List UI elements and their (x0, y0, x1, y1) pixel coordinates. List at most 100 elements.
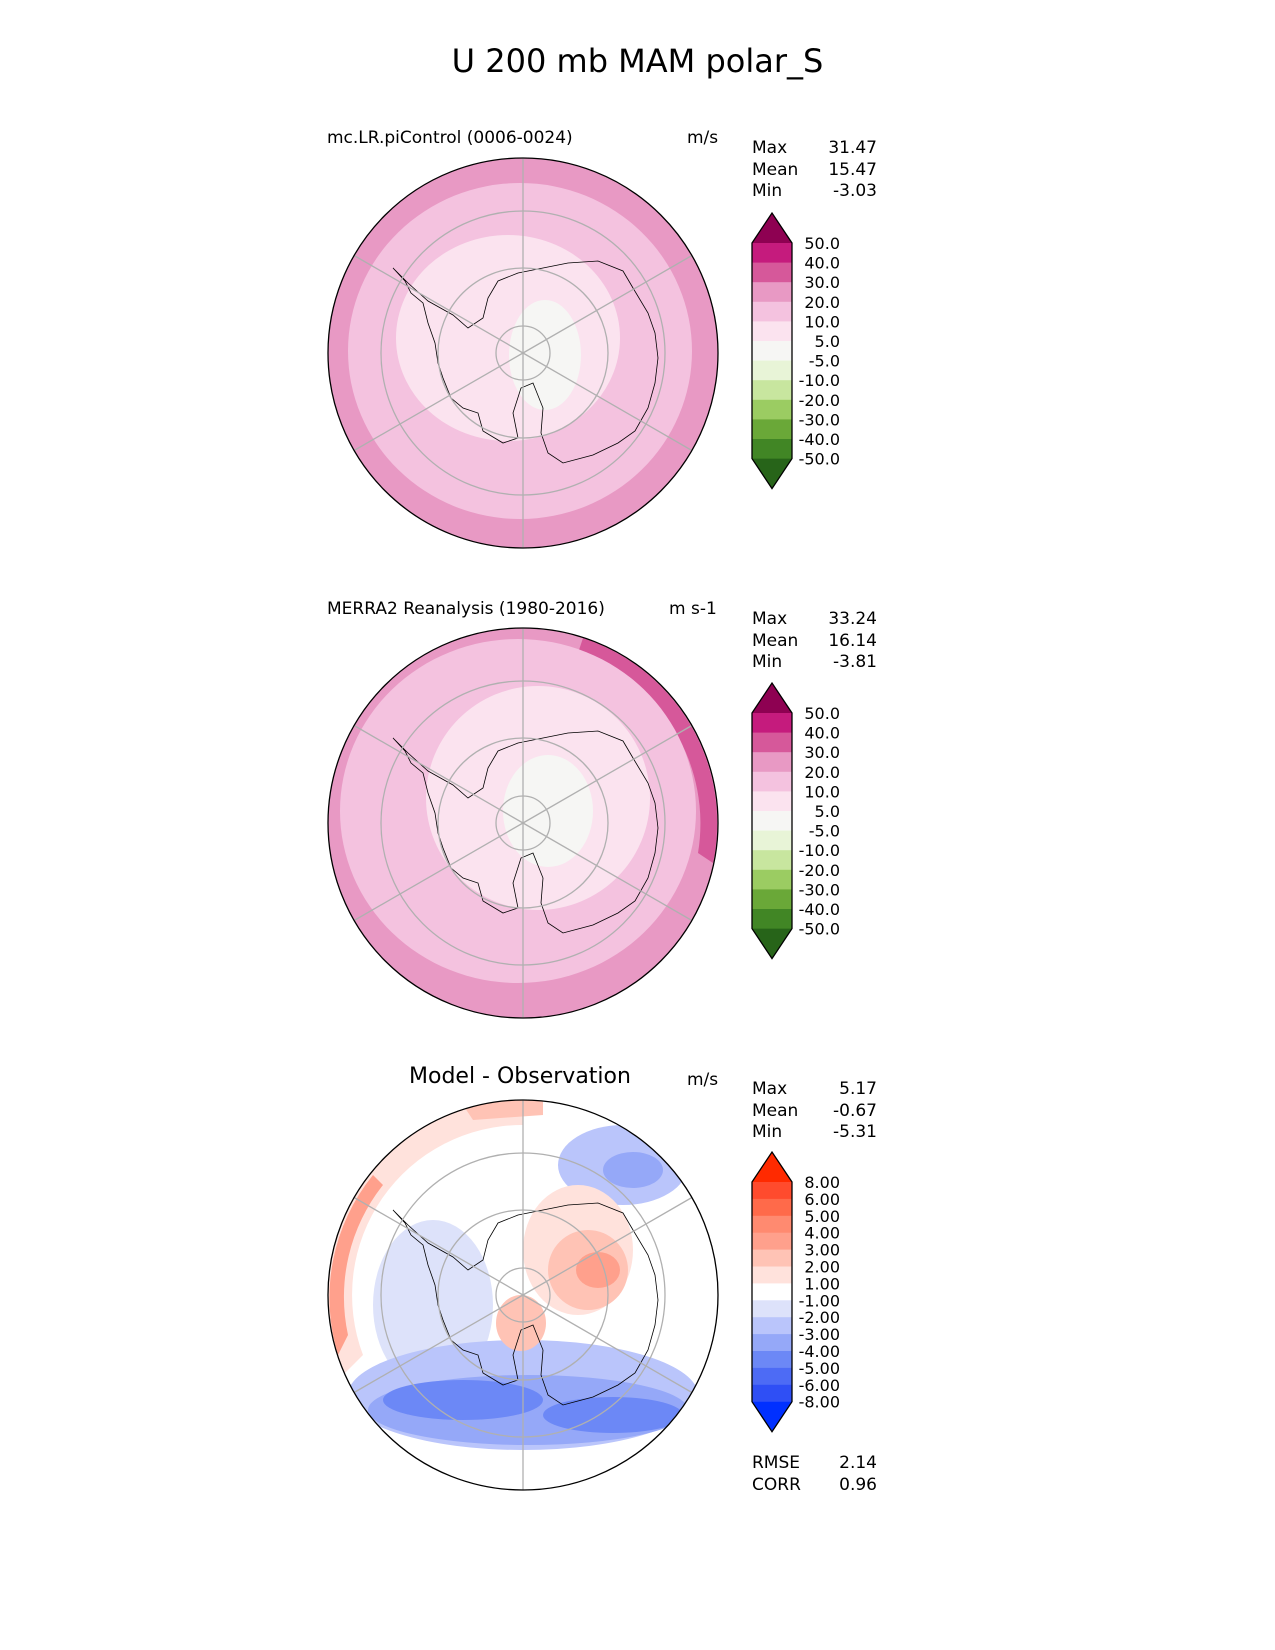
panel-3-error-stats: RMSE 2.14 CORR 0.96 (752, 1453, 877, 1496)
colorbar-band (752, 1182, 792, 1200)
colorbar-band (752, 1334, 792, 1352)
colorbar-band (752, 830, 792, 851)
colorbar-outline (751, 1150, 793, 1433)
colorbar-band (752, 811, 792, 832)
colorbar-panel-1: 50.040.030.020.010.05.0-5.0-10.0-20.0-30… (751, 211, 840, 490)
antarctica-coastline (392, 1202, 659, 1406)
colorbar-tick-label: -5.00 (799, 1359, 840, 1378)
colorbar-tick-label: 20.0 (804, 293, 840, 312)
colorbar-band (752, 909, 792, 930)
colorbar-band (752, 262, 792, 283)
colorbar-band (752, 243, 792, 264)
stat-value: 0.96 (839, 1474, 877, 1495)
longitude-gridline (522, 822, 693, 922)
colorbar-band (752, 341, 792, 362)
contour-fill (543, 1397, 683, 1433)
colorbar-band (752, 1384, 792, 1403)
colorbar-band (752, 771, 792, 792)
colorbar-under-triangle (752, 928, 792, 959)
colorbar-over-triangle (752, 683, 792, 713)
colorbar-panel-3: 8.006.005.004.003.002.001.00-1.00-2.00-3… (751, 1150, 840, 1433)
stat-value: -3.81 (833, 652, 877, 672)
colorbar-band (752, 1367, 792, 1386)
panel-3-units: m/s (687, 1070, 719, 1090)
longitude-gridline (522, 254, 693, 354)
stat-label: Max (752, 138, 788, 158)
antarctica-coastline (392, 260, 659, 464)
stat-label: RMSE (752, 1453, 801, 1473)
colorbar-tick-label: 8.00 (804, 1173, 840, 1192)
contour-fill (503, 755, 593, 867)
contour-fill (509, 300, 581, 410)
colorbar-tick-label: 30.0 (804, 743, 840, 762)
colorbar-over-triangle (752, 1152, 792, 1182)
contour-fill (603, 1152, 663, 1188)
colorbar-tick-label: -10.0 (799, 371, 840, 390)
panel-3-stats: Max 5.17 Mean -0.67 Min -5.31 (752, 1079, 877, 1144)
map-boundary (327, 157, 719, 549)
colorbar-tick-label: -50.0 (799, 920, 840, 939)
colorbar-band (752, 869, 792, 890)
colorbar-band (752, 1266, 792, 1284)
colorbar-band (752, 1351, 792, 1369)
map-fill-layers (328, 1100, 718, 1490)
colorbar-band (752, 1317, 792, 1335)
stat-value: 31.47 (828, 138, 877, 158)
colorbar-band (752, 1300, 792, 1318)
contour-fill (578, 638, 718, 863)
polar-map-panel-1 (327, 157, 719, 549)
longitude-gridline (353, 1294, 524, 1394)
longitude-gridline (522, 724, 693, 824)
stat-value: -5.31 (833, 1122, 877, 1142)
panel-1-title: mc.LR.piControl (0006-0024) (327, 128, 573, 148)
stat-label: Min (752, 652, 783, 672)
colorbar-tick-label: 40.0 (804, 254, 840, 273)
colorbar-band (752, 1215, 792, 1234)
colorbar-under-triangle (752, 458, 792, 489)
colorbar-tick-label: -3.00 (799, 1325, 840, 1344)
polar-map-panel-3 (327, 1099, 719, 1491)
colorbar-band (752, 752, 792, 773)
colorbar-band (752, 1283, 792, 1301)
colorbar-tick-label: 10.0 (804, 312, 840, 331)
panel-1-units: m/s (687, 128, 719, 148)
colorbar-band (752, 321, 792, 342)
colorbar-tick-label: 3.00 (804, 1241, 840, 1260)
colorbar-tick-label: 10.0 (804, 782, 840, 801)
colorbar-band (752, 399, 792, 420)
colorbar-tick-label: -5.0 (809, 822, 840, 841)
colorbar-under-triangle (752, 1401, 792, 1432)
stat-value: -3.03 (833, 181, 877, 201)
colorbar-tick-label: -5.0 (809, 352, 840, 371)
colorbar-panel-2: 50.040.030.020.010.05.0-5.0-10.0-20.0-30… (751, 681, 840, 960)
stat-label: Mean (752, 159, 799, 180)
colorbar-tick-label: -6.00 (799, 1376, 840, 1395)
panel-1-stats: Max 31.47 Mean 15.47 Min -3.03 (752, 138, 877, 203)
panel-3-title: Model - Observation (409, 1064, 631, 1089)
colorbar-tick-label: -10.0 (799, 841, 840, 860)
colorbar-tick-label: -30.0 (799, 880, 840, 899)
stat-label: CORR (752, 1474, 801, 1495)
panel-2-units: m s-1 (669, 599, 717, 619)
colorbar-tick-label: -8.00 (799, 1393, 840, 1412)
stat-label: Mean (752, 1100, 799, 1121)
longitude-gridline (353, 254, 524, 354)
colorbar-tick-label: 40.0 (804, 724, 840, 743)
stat-value: 15.47 (828, 159, 877, 180)
colorbar-band (752, 791, 792, 812)
stat-value: -0.67 (833, 1100, 877, 1121)
colorbar-band (752, 732, 792, 753)
stat-value: 16.14 (828, 630, 877, 651)
colorbar-tick-label: -20.0 (799, 391, 840, 410)
longitude-gridline (522, 1196, 693, 1296)
colorbar-outline (751, 681, 793, 960)
colorbar-tick-label: 2.00 (804, 1258, 840, 1277)
stat-value: 33.24 (828, 609, 877, 629)
map-fill-layers (328, 158, 718, 548)
colorbar-band (752, 380, 792, 401)
colorbar-band (752, 419, 792, 440)
stat-label: Min (752, 181, 783, 201)
colorbar-tick-label: 5.0 (815, 332, 840, 351)
contour-fill (329, 1175, 383, 1355)
